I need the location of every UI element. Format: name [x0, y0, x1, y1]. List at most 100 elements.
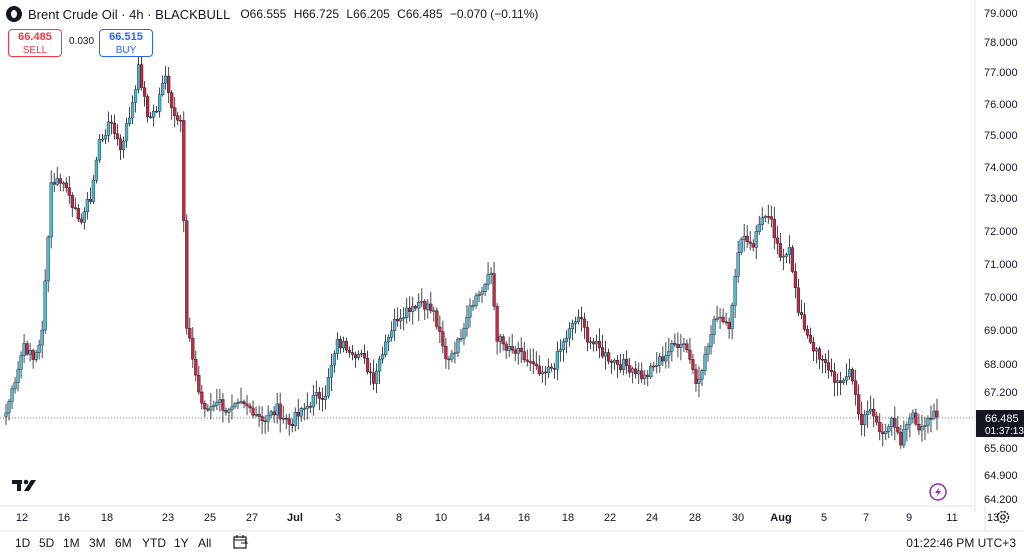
price-tick-label: 65.600: [984, 443, 1018, 455]
range-button-6m[interactable]: 6M: [115, 536, 132, 550]
candle-up: [863, 414, 867, 426]
range-button-1m[interactable]: 1M: [63, 536, 80, 550]
candle-up: [127, 117, 132, 124]
candle-up: [456, 338, 460, 354]
candle-up: [869, 408, 873, 412]
candle-up: [130, 102, 135, 119]
candle-down: [248, 405, 252, 409]
candle-down: [371, 372, 376, 384]
candle-down: [347, 349, 352, 353]
candle-down: [76, 208, 80, 220]
candle-down: [832, 371, 837, 383]
candle-down: [88, 199, 92, 202]
candle-up: [814, 348, 819, 352]
range-button-5d[interactable]: 5D: [39, 536, 55, 550]
sell-price: 66.485: [18, 31, 52, 43]
candle-up: [393, 319, 397, 331]
candle-up: [866, 410, 870, 416]
candle-down: [414, 306, 418, 309]
candle-down: [25, 343, 29, 355]
range-button-all[interactable]: All: [198, 536, 212, 550]
price-tick-label: 72.000: [984, 226, 1018, 238]
range-button-3m[interactable]: 3M: [89, 536, 106, 550]
candle-down: [203, 403, 207, 410]
candle-down: [854, 380, 858, 395]
gear-icon[interactable]: [996, 510, 1010, 524]
calendar-goto-icon[interactable]: [233, 535, 249, 549]
candle-down: [896, 427, 900, 433]
candle-down: [278, 403, 282, 420]
lightning-icon[interactable]: [929, 483, 947, 501]
candle-down: [646, 374, 650, 378]
candle-down: [820, 358, 825, 361]
candle-up: [682, 343, 686, 345]
candle-down: [167, 75, 171, 93]
candle-down: [221, 399, 225, 411]
candle-down: [272, 411, 276, 416]
candle-up: [712, 319, 716, 335]
candle-down: [188, 328, 192, 339]
candle-up: [332, 353, 337, 366]
clock-timezone[interactable]: 01:22:46 PM UTC+3: [906, 536, 1016, 550]
candle-down: [501, 336, 505, 345]
candle-up: [757, 224, 761, 232]
candle-up: [254, 414, 258, 416]
candle-down: [543, 371, 547, 374]
symbol-logo-icon[interactable]: [6, 6, 22, 22]
sell-label: SELL: [22, 45, 48, 56]
time-tick-label: 22: [604, 512, 616, 524]
range-button-1y[interactable]: 1Y: [174, 536, 189, 550]
candle-up: [40, 329, 44, 346]
candle-down: [549, 366, 553, 369]
candle-down: [242, 401, 246, 405]
candle-down: [881, 431, 885, 434]
candle-down: [790, 247, 794, 272]
candle-up: [124, 123, 129, 142]
candle-up: [335, 339, 340, 354]
candle-down: [851, 369, 855, 382]
time-tick-label: 24: [646, 512, 658, 524]
candle-down: [694, 369, 698, 384]
candle-down: [793, 271, 797, 289]
candle-down: [350, 352, 355, 355]
candle-down: [525, 359, 529, 362]
sell-button[interactable]: 66.485 SELL: [8, 29, 62, 57]
candle-up: [302, 408, 306, 410]
price-axis: 79.000 78.000 77.000 76.000 75.000 74.000 73.0…: [984, 8, 1018, 506]
symbol-title[interactable]: Brent Crude Oil · 4h · BLACKBULL: [28, 6, 231, 22]
price-tick-label: 76.000: [984, 99, 1018, 111]
candle-down: [531, 361, 535, 365]
candle-up: [34, 352, 38, 360]
candle-down: [70, 195, 74, 208]
candle-down: [194, 359, 198, 376]
tradingview-logo-icon[interactable]: [12, 479, 36, 491]
range-button-1d[interactable]: 1D: [15, 536, 31, 550]
candle-down: [320, 398, 324, 400]
candle-down: [875, 415, 879, 423]
candle-down: [769, 216, 773, 220]
candle-down: [260, 416, 264, 422]
time-tick-label: 27: [246, 512, 258, 524]
candle-up: [742, 236, 746, 240]
candle-up: [326, 377, 330, 397]
candle-down: [423, 301, 427, 310]
buy-button[interactable]: 66.515 BUY: [99, 29, 153, 57]
candle-down: [628, 365, 632, 373]
range-button-ytd[interactable]: YTD: [142, 536, 166, 550]
candle-down: [513, 349, 517, 354]
candle-down: [745, 236, 749, 243]
candle-up: [480, 291, 484, 295]
candle-down: [142, 87, 147, 97]
candle-up: [718, 316, 722, 319]
candle-up: [637, 370, 641, 375]
candle-up: [474, 295, 478, 306]
price-tick-label: 71.000: [984, 259, 1018, 271]
candle-down: [52, 182, 56, 185]
candle-down: [109, 121, 114, 124]
candle-up: [576, 317, 581, 322]
candle-down: [878, 421, 882, 433]
candle-down: [176, 115, 180, 121]
candle-up: [781, 256, 785, 258]
